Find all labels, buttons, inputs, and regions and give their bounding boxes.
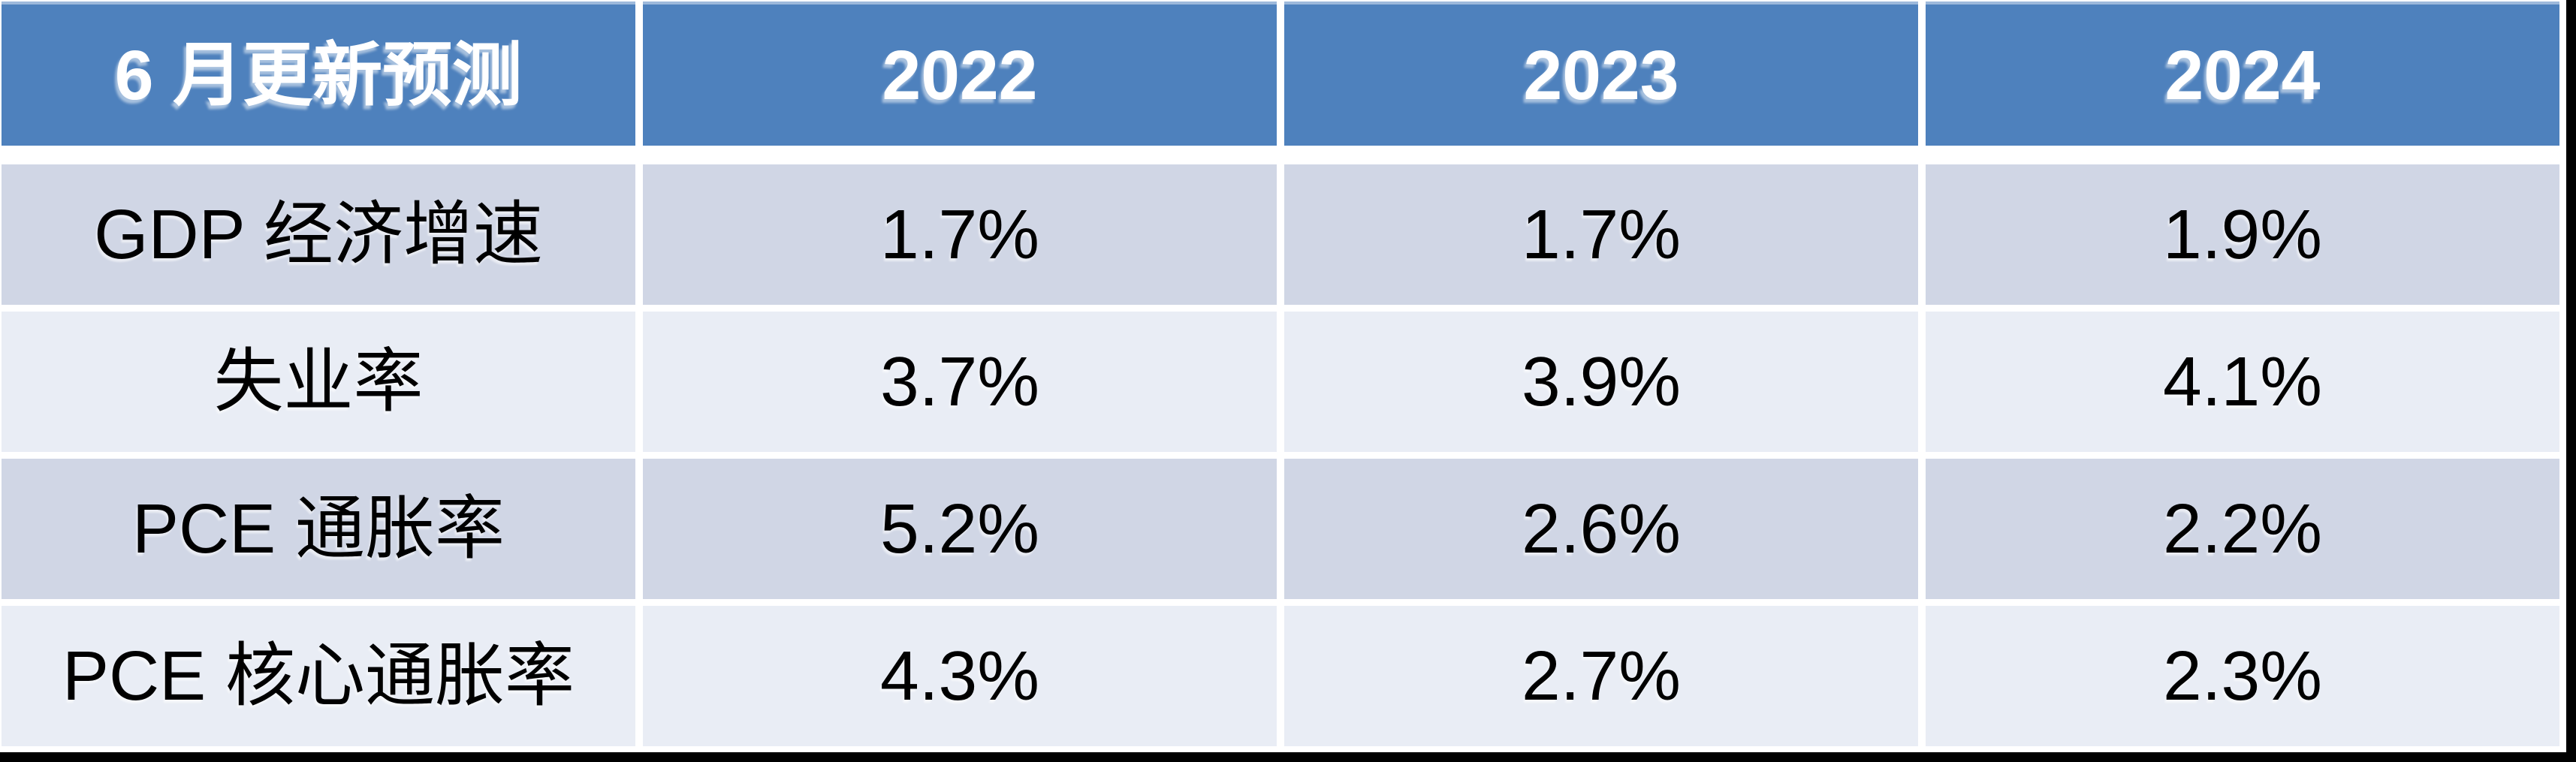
value-cell-2022: 4.3% [643,606,1277,746]
value-cell-2024: 4.1% [1926,312,2559,452]
table-row-unemployment: 失业率 3.7% 3.9% 4.1% [2,312,2559,452]
value-cell-2023: 1.7% [1284,164,1918,305]
table-header-row: 6 月更新预测 2022 2023 2024 [2,2,2559,146]
value-cell-2024: 2.3% [1926,606,2559,746]
header-title-cell: 6 月更新预测 [2,2,635,146]
table-row-core-pce-inflation: PCE 核心通胀率 4.3% 2.7% 2.3% [2,606,2559,746]
row-label-cell: PCE 核心通胀率 [2,606,635,746]
value-cell-2024: 1.9% [1926,164,2559,305]
header-year-2022-cell: 2022 [643,2,1277,146]
row-label-cell: PCE 通胀率 [2,459,635,599]
value-cell-2023: 2.6% [1284,459,1918,599]
value-cell-2022: 3.7% [643,312,1277,452]
value-cell-2022: 1.7% [643,164,1277,305]
forecast-table: 6 月更新预测 2022 2023 2024 GDP 经济增速 1.7% 1.7… [2,2,2559,746]
slide-edge-bottom [0,752,2576,762]
row-label-cell: GDP 经济增速 [2,164,635,305]
header-year-2023-cell: 2023 [1284,2,1918,146]
row-label-cell: 失业率 [2,312,635,452]
header-year-2024-cell: 2024 [1926,2,2559,146]
value-cell-2023: 3.9% [1284,312,1918,452]
value-cell-2024: 2.2% [1926,459,2559,599]
value-cell-2022: 5.2% [643,459,1277,599]
value-cell-2023: 2.7% [1284,606,1918,746]
slide-edge-right [2566,0,2576,762]
table-row-gdp: GDP 经济增速 1.7% 1.7% 1.9% [2,164,2559,305]
table-row-pce-inflation: PCE 通胀率 5.2% 2.6% 2.2% [2,459,2559,599]
